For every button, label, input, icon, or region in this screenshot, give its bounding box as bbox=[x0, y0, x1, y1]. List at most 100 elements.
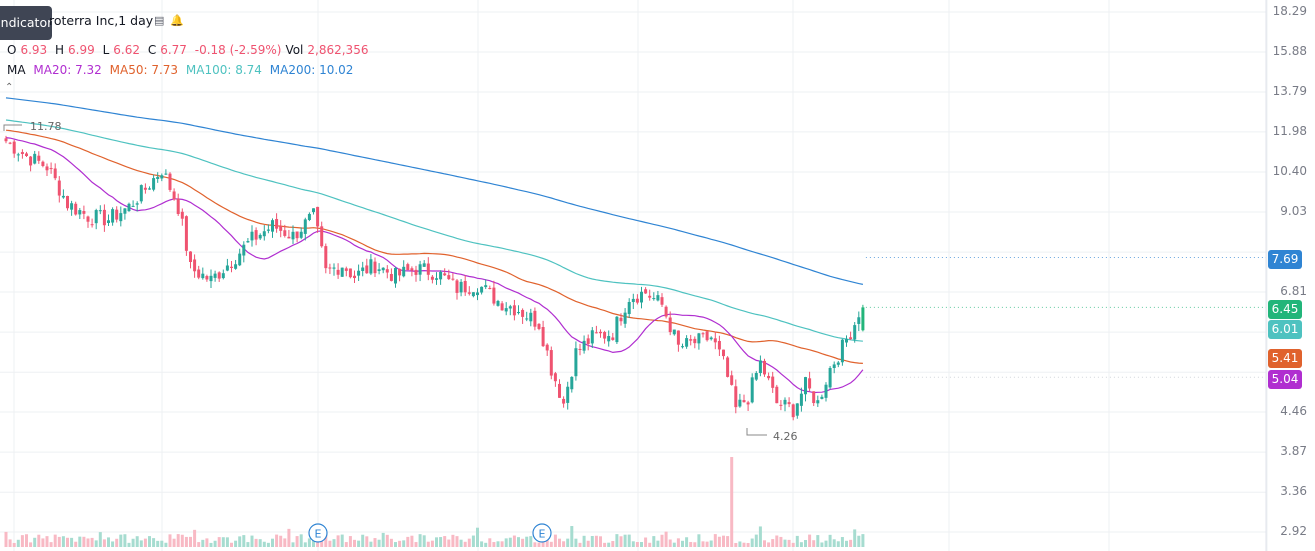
volume-bar bbox=[566, 538, 570, 547]
volume-bar bbox=[332, 539, 336, 547]
candle-body bbox=[783, 399, 787, 405]
volume-bar bbox=[90, 537, 94, 547]
candle-body bbox=[20, 152, 24, 154]
candle-body bbox=[537, 323, 541, 329]
candle-body bbox=[385, 269, 389, 273]
candle-body bbox=[361, 267, 365, 272]
volume-bar bbox=[644, 537, 648, 547]
candle-body bbox=[525, 318, 529, 320]
candle-body bbox=[476, 292, 479, 296]
candle-body bbox=[82, 211, 86, 214]
volume-bar bbox=[795, 535, 799, 547]
volume-bar bbox=[82, 536, 86, 547]
candle-body bbox=[303, 219, 307, 234]
price-axis[interactable]: 18.29 15.88 13.79 11.98 10.40 9.03 6.81 4.46 3.8… bbox=[1266, 0, 1315, 551]
volume-bar bbox=[357, 540, 361, 547]
collapse-legend-icon[interactable]: ⌃ bbox=[5, 82, 14, 93]
volume-bar bbox=[299, 534, 303, 547]
candle-body bbox=[500, 303, 504, 311]
candle-body bbox=[627, 302, 631, 315]
volume-bar bbox=[385, 534, 389, 547]
volume-bar bbox=[402, 540, 406, 547]
volume-bar bbox=[517, 537, 520, 547]
volume-bar bbox=[172, 538, 176, 547]
volume-bar bbox=[758, 526, 762, 547]
volume-bar bbox=[107, 537, 110, 547]
candle-body bbox=[209, 275, 213, 282]
candle-body bbox=[287, 236, 291, 239]
ma-legend: MA MA20: 7.32 MA50: 7.73 MA100: 8.74 MA2… bbox=[7, 63, 357, 77]
volume-bar bbox=[508, 537, 512, 547]
indicators-tooltip: Indicators bbox=[0, 6, 52, 40]
volume-bar bbox=[627, 534, 631, 547]
volume-bar bbox=[439, 537, 443, 547]
candle-body bbox=[611, 337, 615, 340]
volume-bar bbox=[656, 540, 660, 547]
volume-bar bbox=[808, 534, 812, 547]
bell-icon[interactable]: 🔔 bbox=[170, 14, 185, 27]
volume-bar bbox=[193, 529, 197, 547]
candle-body bbox=[439, 271, 443, 280]
candle-body bbox=[775, 386, 779, 404]
candle-body bbox=[189, 251, 192, 262]
candle-body bbox=[250, 231, 254, 241]
volume-bar bbox=[845, 540, 848, 547]
volume-bar bbox=[812, 540, 816, 547]
candle-body bbox=[553, 373, 557, 382]
volume-bar bbox=[734, 542, 738, 547]
candle-body bbox=[435, 278, 438, 280]
volume-bar bbox=[689, 541, 693, 547]
symbol-title: roterra Inc,1 day bbox=[49, 13, 154, 28]
volume-bar bbox=[693, 542, 697, 547]
volume-bar bbox=[713, 534, 717, 547]
candle-body bbox=[467, 292, 471, 294]
volume-bar bbox=[828, 534, 832, 547]
candle-body bbox=[336, 269, 340, 275]
volume-bar bbox=[763, 540, 766, 547]
candle-body bbox=[603, 332, 607, 339]
candle-body bbox=[734, 386, 738, 408]
candle-body bbox=[172, 191, 176, 200]
candle-body bbox=[242, 244, 246, 256]
candle-body bbox=[562, 398, 566, 404]
volume-bar bbox=[484, 542, 488, 547]
candle-body bbox=[262, 231, 266, 237]
candle-body bbox=[246, 241, 250, 243]
volume-bar bbox=[262, 541, 266, 547]
volume-bar bbox=[189, 536, 192, 547]
candle-body bbox=[41, 161, 45, 166]
candle-body bbox=[676, 330, 680, 345]
candle-body bbox=[197, 269, 201, 278]
candle-body bbox=[377, 269, 381, 271]
volume-bar bbox=[12, 542, 16, 547]
volume-bar bbox=[820, 542, 824, 547]
symbol-actions: ▤ 🔔 bbox=[154, 14, 190, 27]
volume-bar bbox=[443, 536, 447, 547]
volume-bar bbox=[590, 536, 594, 547]
volume-bar bbox=[328, 540, 332, 547]
candle-body bbox=[254, 230, 258, 240]
candle-body bbox=[307, 213, 311, 221]
volume-bar bbox=[681, 540, 684, 547]
candle-body bbox=[201, 273, 205, 279]
candle-body bbox=[795, 403, 799, 416]
price-tick: 10.40 bbox=[1272, 164, 1307, 178]
candle-body bbox=[705, 331, 709, 341]
volume-bar bbox=[209, 542, 213, 547]
details-icon[interactable]: ▤ bbox=[154, 14, 165, 27]
candle-body bbox=[98, 210, 102, 212]
candle-body bbox=[787, 402, 791, 405]
candle-body bbox=[697, 333, 701, 344]
volume-bar bbox=[168, 534, 172, 547]
volume-bar bbox=[754, 534, 758, 547]
candle-body bbox=[234, 264, 238, 269]
candle-body bbox=[8, 142, 12, 144]
volume-bar bbox=[791, 542, 795, 547]
candle-body bbox=[668, 317, 672, 333]
candle-body bbox=[750, 377, 754, 403]
volume-bar bbox=[722, 535, 725, 547]
candle-body bbox=[644, 289, 648, 294]
volume-bar bbox=[742, 542, 746, 547]
candle-body bbox=[738, 399, 742, 407]
